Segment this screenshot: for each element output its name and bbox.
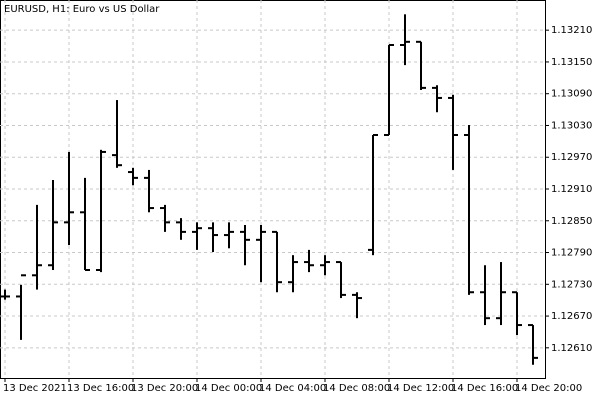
grid (0, 0, 545, 378)
y-tick-label: 1.13150 (551, 57, 592, 68)
y-tick-label: 1.13090 (551, 89, 592, 100)
x-tick-label: 13 Dec 2021 (3, 383, 67, 394)
x-tick-label: 14 Dec 20:00 (515, 383, 582, 394)
y-tick-label: 1.12910 (551, 184, 592, 195)
y-tick-label: 1.12970 (551, 152, 592, 163)
chart-title: EURUSD, H1: Euro vs US Dollar (4, 4, 160, 15)
y-tick-label: 1.12850 (551, 216, 592, 227)
x-tick-label: 14 Dec 12:00 (387, 383, 454, 394)
x-tick-label: 14 Dec 00:00 (195, 383, 262, 394)
y-tick-label: 1.12610 (551, 343, 592, 354)
y-tick-label: 1.13210 (551, 25, 592, 36)
x-tick-label: 14 Dec 08:00 (323, 383, 390, 394)
y-tick-label: 1.12790 (551, 248, 592, 259)
x-tick-label: 13 Dec 16:00 (67, 383, 134, 394)
x-tick-label: 14 Dec 16:00 (451, 383, 518, 394)
y-tick-label: 1.12670 (551, 311, 592, 322)
x-tick-label: 13 Dec 20:00 (131, 383, 198, 394)
y-tick-label: 1.12730 (551, 279, 592, 290)
y-tick-label: 1.13030 (551, 120, 592, 131)
bars (0, 14, 538, 365)
x-tick-label: 14 Dec 04:00 (259, 383, 326, 394)
